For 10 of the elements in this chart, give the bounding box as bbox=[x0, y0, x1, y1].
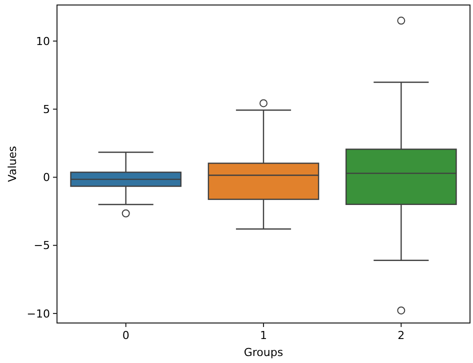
x-tick-label: 1 bbox=[260, 329, 267, 342]
y-axis-title: Values bbox=[6, 146, 19, 182]
y-tick-label: 5 bbox=[43, 103, 50, 116]
y-tick-label: 0 bbox=[43, 171, 50, 184]
y-tick-label: −5 bbox=[34, 239, 50, 252]
y-tick-label: −10 bbox=[26, 307, 50, 320]
x-tick-label: 0 bbox=[122, 329, 130, 342]
x-tick-label: 2 bbox=[398, 329, 405, 342]
x-axis-title: Groups bbox=[244, 346, 284, 359]
y-tick-label: 10 bbox=[36, 34, 50, 48]
